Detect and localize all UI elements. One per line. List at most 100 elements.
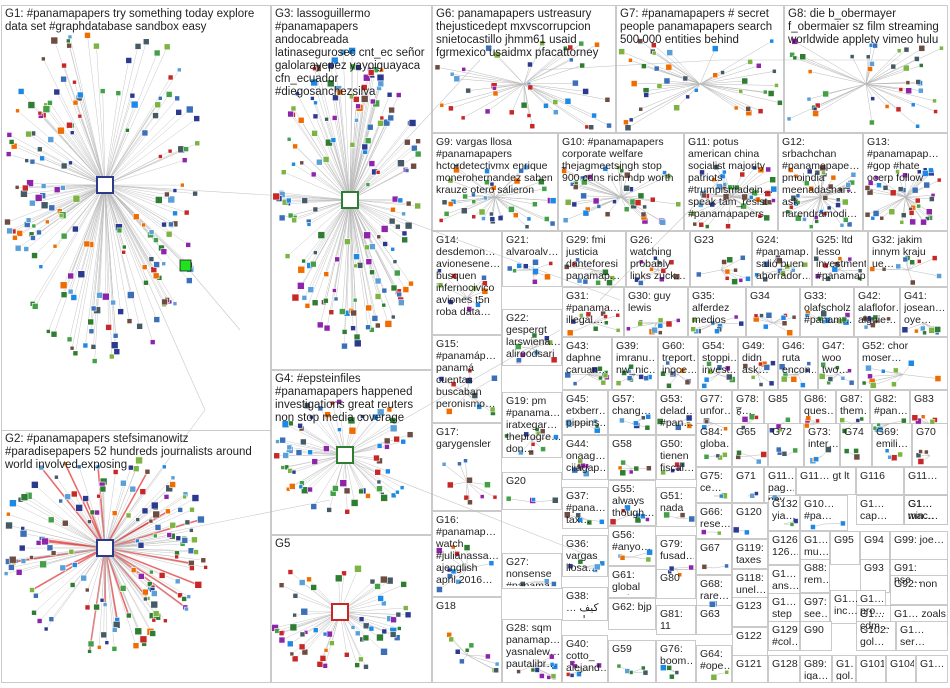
edge — [104, 471, 149, 549]
node — [902, 64, 910, 72]
group-frame — [432, 597, 502, 683]
node — [311, 130, 318, 137]
node — [463, 458, 468, 463]
node — [186, 277, 193, 284]
node — [660, 268, 667, 274]
cluster — [839, 416, 864, 434]
node — [186, 594, 192, 599]
node — [520, 581, 526, 587]
cluster — [732, 526, 751, 536]
edge — [104, 509, 193, 549]
node — [316, 158, 323, 166]
node — [516, 263, 522, 269]
node — [813, 215, 819, 220]
node — [745, 276, 751, 282]
node — [900, 212, 907, 218]
cluster — [617, 548, 653, 563]
edge — [494, 196, 553, 224]
edge — [19, 547, 106, 573]
node — [786, 116, 792, 122]
edge — [494, 83, 525, 86]
edge — [349, 66, 353, 201]
edge — [453, 196, 496, 202]
node — [88, 328, 95, 335]
node — [367, 69, 375, 76]
edge — [817, 172, 821, 198]
node — [814, 219, 819, 224]
node — [471, 214, 477, 220]
group-frame — [832, 655, 856, 683]
node — [83, 240, 91, 248]
group-frame — [830, 590, 860, 624]
node — [402, 286, 410, 293]
node — [577, 458, 584, 465]
node — [882, 185, 889, 191]
edge — [625, 83, 701, 123]
node — [375, 170, 381, 175]
node — [864, 185, 871, 191]
edge — [636, 269, 659, 280]
node — [668, 565, 675, 572]
node — [343, 651, 350, 658]
edge — [104, 539, 195, 549]
node — [126, 612, 132, 619]
node — [38, 264, 44, 269]
node — [326, 507, 332, 513]
node — [390, 616, 397, 624]
node — [89, 509, 96, 516]
node — [688, 515, 695, 523]
node — [763, 364, 771, 371]
edge — [96, 46, 106, 186]
cluster — [563, 257, 615, 286]
node — [922, 170, 929, 177]
edge — [566, 266, 595, 271]
node — [659, 276, 665, 282]
node — [404, 221, 413, 230]
node — [621, 370, 627, 376]
node — [786, 329, 793, 336]
node — [368, 625, 375, 632]
node — [365, 182, 371, 187]
node — [755, 196, 761, 203]
node — [918, 449, 923, 454]
cluster — [810, 520, 846, 530]
node — [337, 427, 342, 432]
node — [48, 204, 56, 212]
node — [46, 544, 54, 552]
node — [369, 243, 376, 250]
node — [354, 117, 359, 123]
node — [911, 414, 919, 422]
node — [822, 211, 828, 217]
node — [567, 44, 574, 51]
node — [572, 79, 579, 87]
node — [577, 517, 583, 523]
node — [765, 312, 773, 319]
edge — [466, 378, 495, 395]
node — [35, 540, 42, 546]
node — [112, 332, 119, 339]
edge — [43, 58, 106, 186]
cluster — [667, 564, 694, 577]
node — [96, 644, 102, 650]
node — [485, 653, 491, 660]
node — [278, 582, 285, 588]
node — [543, 102, 549, 109]
node — [633, 420, 639, 427]
edge — [494, 196, 554, 201]
edge — [349, 69, 376, 201]
node — [769, 176, 776, 183]
node — [740, 255, 746, 261]
node — [523, 263, 529, 269]
node — [628, 469, 634, 475]
node — [481, 275, 487, 281]
group-frame — [800, 593, 830, 623]
edge — [349, 199, 357, 257]
node — [485, 44, 492, 52]
node — [592, 418, 598, 424]
cluster — [803, 415, 820, 429]
edge — [531, 581, 554, 585]
node — [105, 324, 112, 331]
edge — [104, 118, 197, 186]
edge — [627, 83, 701, 128]
node — [5, 521, 13, 530]
